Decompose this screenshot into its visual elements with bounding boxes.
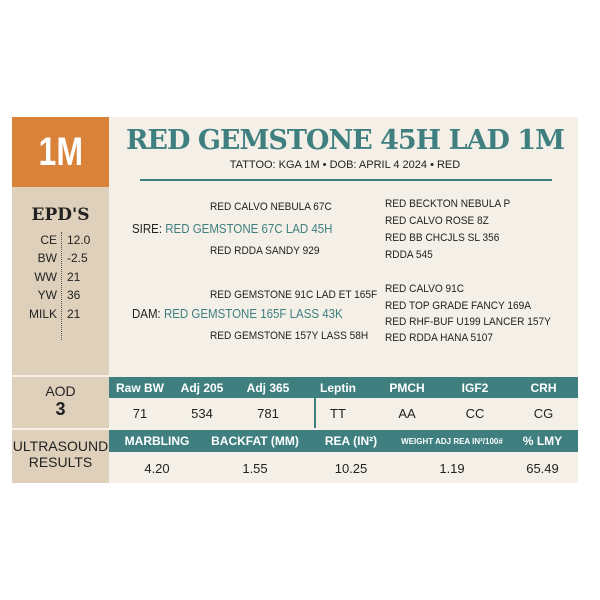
weights-header: Raw BW Adj 205 Adj 365 Leptin PMCH IGF2 CRH <box>109 377 578 398</box>
sire: SIRE: RED GEMSTONE 67C LAD 45H <box>132 222 333 236</box>
pedigree-entry: RED TOP GRADE FANCY 169A <box>385 300 532 312</box>
pedigree-entry: RED BB CHCJLS SL 356 <box>385 232 500 244</box>
dam: DAM: RED GEMSTONE 165F LASS 43K <box>132 307 343 321</box>
pedigree-entry: RDDA 545 <box>385 249 433 261</box>
pedigree-entry: RED BECKTON NEBULA P <box>385 198 511 210</box>
dam-dam: RED GEMSTONE 157Y LASS 58H <box>210 330 369 342</box>
weights-values: 71 534 781 TT AA CC CG <box>132 405 554 421</box>
title-rule <box>140 179 552 181</box>
animal-name: RED GEMSTONE 45H LAD 1M <box>125 125 565 156</box>
pedigree-entry: RED RHF-BUF U199 LANCER 157Y <box>385 316 551 328</box>
pedigree-entry: RED CALVO 91C <box>385 283 465 295</box>
ultrasound-section: ULTRASOUND RESULTS <box>12 430 109 483</box>
epd-divider <box>61 232 62 340</box>
sire-sire: RED CALVO NEBULA 67C <box>210 201 332 213</box>
lot-card: 1M EPD'S CE 12.0 BW -2.5 WW 21 YW 36 MILK 21 … <box>12 117 578 483</box>
epd-panel: EPD'S CE 12.0 BW -2.5 WW 21 YW 36 MILK 21 <box>12 187 109 375</box>
sire-dam: RED RDDA SANDY 929 <box>210 245 320 257</box>
dam-sire: RED GEMSTONE 91C LAD ET 165F <box>210 289 378 301</box>
epd-title: EPD'S <box>31 205 90 225</box>
pedigree-entry: RED RDDA HANA 5107 <box>385 332 493 344</box>
table-divider <box>314 377 316 428</box>
ultrasound-header: MARBLING BACKFAT (MM) REA (IN²) WEIGHT ADJ … <box>109 430 578 452</box>
lot-number: 1M <box>12 117 109 187</box>
animal-details: TATTOO: KGA 1M • DOB: APRIL 4 2024 • RED <box>229 159 461 171</box>
aod-section: AOD 3 <box>12 377 109 428</box>
pedigree-entry: RED CALVO ROSE 8Z <box>385 215 489 227</box>
ultrasound-values: 4.20 1.55 10.25 1.19 65.49 <box>144 460 559 476</box>
